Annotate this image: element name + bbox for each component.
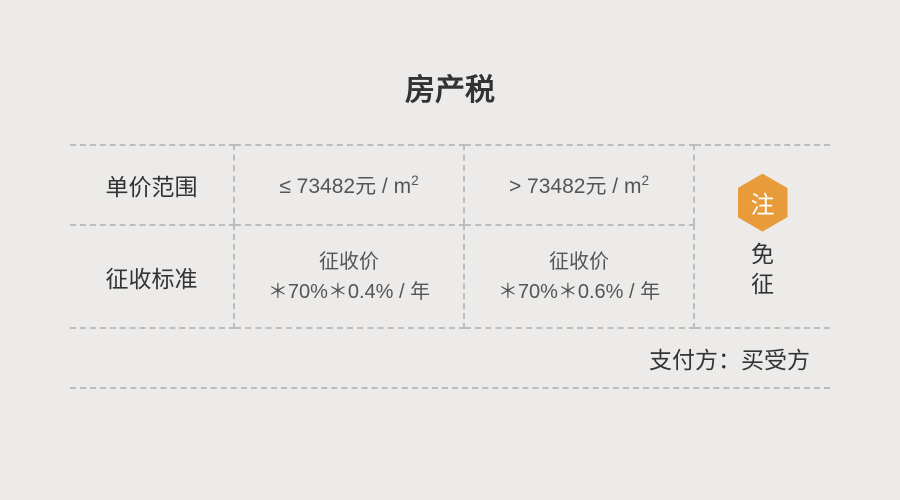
row-label-price-range: 单价范围: [70, 144, 235, 224]
standard-a-l1: 征收价: [268, 247, 430, 277]
price-range-b: > 73482元 / m2: [465, 144, 695, 224]
tax-table: 单价范围 ≤ 73482元 / m2 > 73482元 / m2 注 免 征 征…: [70, 144, 830, 389]
price-range-a-text: ≤ 73482元 / m2: [279, 170, 418, 200]
page-title: 房产税: [70, 65, 830, 109]
row-label-standard: 征收标准: [70, 224, 235, 329]
price-range-b-text: > 73482元 / m2: [509, 170, 649, 200]
note-cell: 注 免 征: [695, 144, 830, 329]
standard-b-l2: ＊70%＊0.6% / 年: [498, 277, 660, 307]
standard-a-l2: ＊70%＊0.4% / 年: [268, 277, 430, 307]
table-row-price-range: 单价范围 ≤ 73482元 / m2 > 73482元 / m2 注 免 征: [70, 144, 830, 224]
footer-row: 支付方：买受方: [70, 329, 830, 389]
note-text: 免 征: [751, 240, 774, 300]
footer-text: 支付方：买受方: [649, 341, 810, 375]
standard-b: 征收价 ＊70%＊0.6% / 年: [465, 224, 695, 329]
tax-table-container: 房产税 单价范围 ≤ 73482元 / m2 > 73482元 / m2 注 免…: [70, 0, 830, 389]
note-line1: 免: [751, 240, 774, 270]
standard-b-l1: 征收价: [498, 247, 660, 277]
price-range-a: ≤ 73482元 / m2: [235, 144, 465, 224]
note-badge-text: 注: [751, 185, 775, 220]
standard-a: 征收价 ＊70%＊0.4% / 年: [235, 224, 465, 329]
note-hex-badge: 注: [738, 174, 788, 232]
note-line2: 征: [751, 270, 774, 300]
